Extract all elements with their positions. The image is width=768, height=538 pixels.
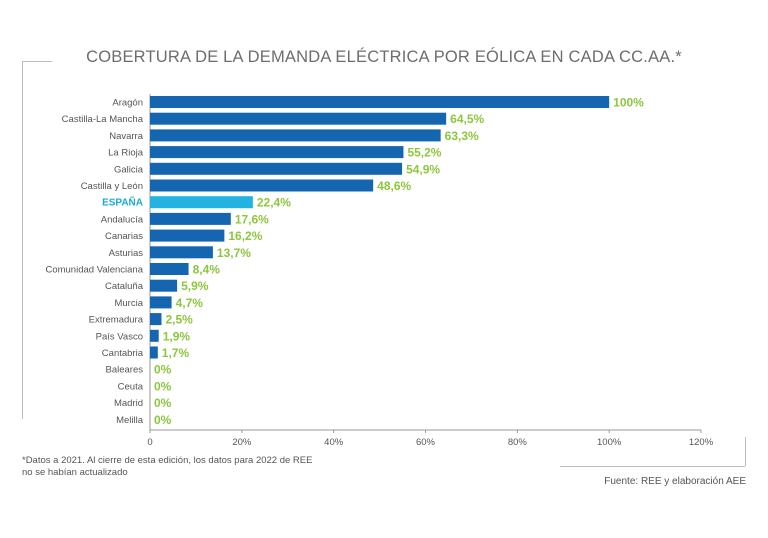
data-label: 55,2% [407,146,441,160]
category-label: Canarias [105,231,143,242]
bar [150,212,231,225]
category-label: ESPAÑA [102,196,143,209]
category-label: Baleares [106,365,144,376]
category-label: Cataluña [105,281,144,292]
category-label: Extremadura [89,315,144,326]
category-label: Ceuta [118,381,144,392]
category-label: Cantabria [102,348,144,359]
category-label: Castilla y León [81,181,143,192]
x-tick-label: 120% [689,437,714,448]
data-label: 4,7% [176,296,204,310]
x-tick-label: 80% [508,437,528,448]
data-label: 5,9% [181,279,209,293]
data-label: 16,2% [228,229,262,243]
data-label: 1,7% [162,346,190,360]
category-label: Asturias [109,248,144,259]
category-label: Murcia [114,298,143,309]
category-label: Aragón [112,98,143,109]
x-tick-label: 0 [147,437,152,448]
data-label: 8,4% [193,263,221,277]
category-label: Castilla-La Mancha [62,114,144,125]
data-label: 1,9% [163,329,191,343]
x-tick-label: 100% [597,437,622,448]
source-note: Fuente: REE y elaboración AEE [604,476,746,487]
bar [150,279,178,292]
bar [150,346,158,359]
data-label: 54,9% [406,162,440,176]
bar [150,246,213,259]
category-label: País Vasco [96,331,143,342]
bar [150,96,610,108]
x-tick-label: 60% [416,437,436,448]
data-label: 0% [154,396,172,410]
chart-title: COBERTURA DE LA DEMANDA ELÉCTRICA POR EÓ… [86,48,682,66]
bar [150,179,374,192]
data-label: 63,3% [445,129,479,143]
frame-right-line [745,437,746,466]
data-label: 0% [154,413,172,427]
bar [150,196,253,209]
bar [150,146,404,159]
frame-top-line [22,61,52,62]
data-label: 0% [154,379,172,393]
frame-left-line [22,61,23,419]
data-label: 0% [154,363,172,377]
x-tick-label: 20% [232,437,252,448]
data-label: 22,4% [257,196,291,210]
category-label: Madrid [114,398,143,409]
bar [150,229,225,242]
frame-bottom-line [560,466,745,467]
category-label: Andalucía [101,214,144,225]
bar [150,263,189,275]
data-label: 64,5% [450,112,484,126]
data-label: 100% [613,96,644,110]
category-label: Comunidad Valenciana [45,265,143,276]
x-tick-label: 40% [324,437,344,448]
bar [150,296,172,309]
category-label: Navarra [109,131,144,142]
bar [150,129,441,142]
data-label: 17,6% [235,212,269,226]
category-label: La Rioja [108,148,144,159]
bar [150,112,447,125]
category-label: Melilla [116,415,144,426]
bar [150,329,159,342]
data-label: 48,6% [377,179,411,193]
bar [150,162,403,175]
data-label: 13,7% [217,246,251,260]
category-label: Galicia [114,164,144,175]
bar [150,313,162,326]
data-label: 2,5% [165,313,193,327]
footnote: *Datos a 2021. Al cierre de esta edición… [22,455,313,478]
